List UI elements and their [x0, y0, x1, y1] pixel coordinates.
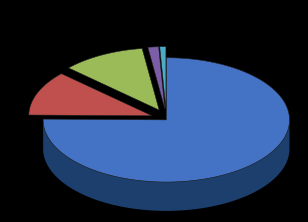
Polygon shape [160, 47, 166, 109]
Polygon shape [43, 121, 290, 211]
Polygon shape [43, 58, 290, 182]
Polygon shape [148, 47, 165, 109]
Polygon shape [29, 74, 152, 116]
Polygon shape [69, 48, 159, 110]
